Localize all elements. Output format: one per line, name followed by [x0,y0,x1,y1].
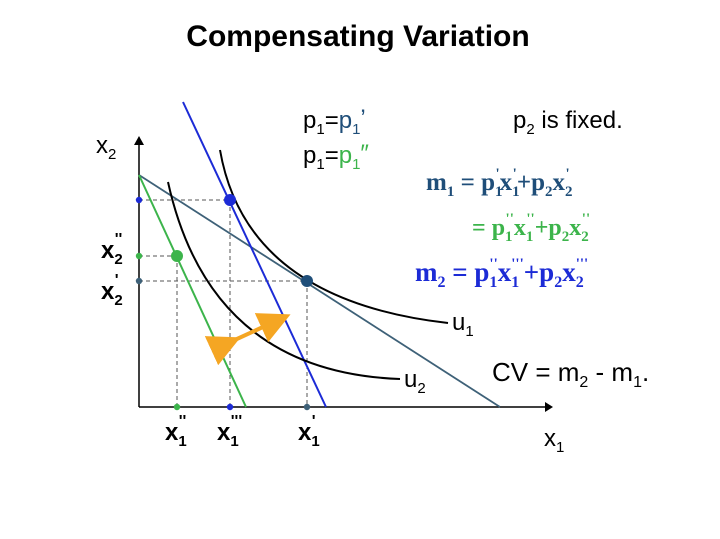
x-tick-label-x1-triple-prime: x1''' [217,413,242,450]
point-new-bundle [171,250,183,262]
budget-line-compensated [182,101,327,408]
guide-lines [139,199,308,407]
point-compensated-bundle [224,194,236,206]
y-tick-dot-new [135,252,143,260]
x-tick-dot-initial [303,403,311,411]
price-note-p1-double-prime: p1=p1″ [303,140,369,173]
curve-label-u1: u1 [452,309,474,340]
curve-label-u2: u2 [404,366,426,397]
budget-line-new-price [138,174,247,408]
x-tick-dot-new [173,403,181,411]
page-title: Compensating Variation [186,20,529,53]
x-tick-label-x1-double-prime: x1'' [165,413,187,450]
x-axis-label: x1 [544,425,564,456]
equation-m1-alt: = p1''x1''+p2x2'' [472,211,590,245]
y-tick-label-x2-double-prime: x2'' [101,231,123,268]
cv-equation: CV = m2 - m1. [492,357,649,391]
budget-line-initial [138,174,501,408]
shift-arrow [204,313,291,366]
price-note-p1-prime: p1=p1’ [303,105,366,138]
x-axis-arrow [545,402,553,412]
y-tick-label-x2-prime: x2' [101,272,123,309]
p2-fixed-note: p2 is fixed. [513,107,623,138]
x-tick-dot-compensated [226,403,234,411]
y-axis-label: x2 [96,132,116,163]
y-axis-arrow [134,136,144,145]
y-tick-dot-initial [135,277,143,285]
equation-m1: m1 = p1'x1'+p2x2' [426,166,572,200]
y-tick-dot-compensated [135,196,143,204]
x-tick-label-x1-prime: x1' [298,413,320,450]
indifference-curve-u1 [219,149,449,324]
equation-m2: m2 = p1''x1'''+p2x2''' [415,256,588,291]
point-initial-bundle [301,275,313,287]
